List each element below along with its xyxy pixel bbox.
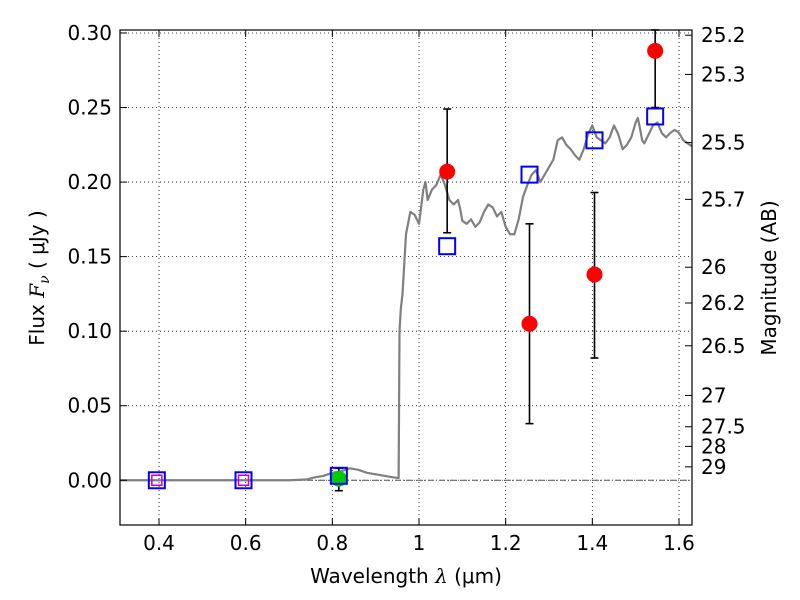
model-sed-line — [120, 116, 692, 482]
model-square-2 — [329, 466, 348, 485]
x-tick-label-6: 1.6 — [663, 531, 695, 555]
model-square-3 — [438, 237, 457, 256]
x-tick-label-4: 1.2 — [490, 531, 522, 555]
mag-tick-label-8: 27.5 — [701, 415, 746, 439]
plot-area — [120, 30, 692, 525]
mag-tick-label-6: 26.5 — [701, 334, 746, 358]
markers — [147, 42, 665, 490]
y-tick-label-3: 0.15 — [67, 245, 112, 269]
data-point-1-1 — [521, 315, 538, 332]
mag-tick-label-1: 25.3 — [701, 62, 746, 86]
data-point-1-3 — [647, 42, 664, 59]
mag-tick-label-5: 26.2 — [701, 291, 746, 315]
x-tick-label-0: 0.4 — [143, 531, 175, 555]
model-square-0 — [147, 471, 166, 490]
mag-tick-label-10: 29 — [701, 455, 726, 479]
x-axis-title: Wavelength λ (μm) — [310, 564, 502, 588]
y-tick-label-2: 0.10 — [67, 319, 112, 343]
y-tick-label-4: 0.20 — [67, 170, 112, 194]
x-tick-label-2: 0.8 — [316, 531, 348, 555]
y-axis-title: Flux Fν ( μJy ) — [25, 210, 53, 345]
x-tick-label-3: 1 — [413, 531, 426, 555]
mag-tick-label-0: 25.2 — [701, 23, 746, 47]
data-point-1-0 — [439, 163, 456, 180]
model-square-5 — [585, 131, 604, 150]
magenta-square-0 — [151, 474, 163, 487]
mag-tick-label-9: 28 — [701, 434, 726, 458]
series — [120, 116, 692, 482]
ticks: 0.4 0.6 0.8 1 1.2 1.4 1.6 0.00 0.05 0.10 0.15 0.20 0… — [67, 21, 745, 555]
model-square-1 — [234, 471, 253, 490]
x-tick-label-5: 1.4 — [576, 531, 608, 555]
plot-frame — [119, 29, 693, 526]
y2-axis-title: Magnitude (AB) — [757, 200, 781, 355]
model-square-6 — [646, 107, 665, 126]
y-tick-label-0: 0.00 — [67, 468, 112, 492]
mag-tick-label-7: 27 — [701, 383, 726, 407]
mag-tick-label-4: 26 — [701, 255, 726, 279]
mag-tick-label-2: 25.5 — [701, 131, 746, 155]
mag-tick-label-3: 25.7 — [701, 187, 746, 211]
y-tick-label-1: 0.05 — [67, 394, 112, 418]
y-tick-label-5: 0.25 — [67, 96, 112, 120]
magenta-square-1 — [237, 474, 250, 487]
model-square-4 — [520, 165, 539, 184]
y-tick-label-6: 0.30 — [67, 21, 112, 45]
x-tick-label-1: 0.6 — [230, 531, 262, 555]
data-point-1-2 — [586, 266, 603, 283]
